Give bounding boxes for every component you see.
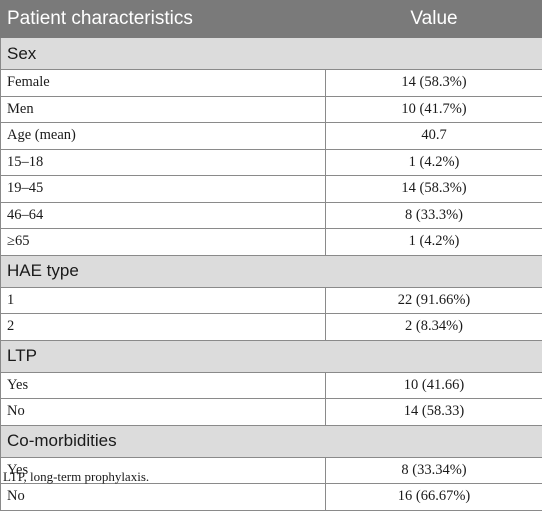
- table-row: 15–18 1 (4.2%): [0, 148, 542, 176]
- row-label: Age (mean): [0, 122, 326, 150]
- row-label: 19–45: [0, 175, 326, 203]
- section-row: HAE type: [0, 254, 542, 288]
- row-value: 1 (4.2%): [325, 228, 542, 256]
- section-row: Co-morbidities: [0, 424, 542, 458]
- row-value: 8 (33.3%): [325, 201, 542, 229]
- table-row: Yes 10 (41.66): [0, 371, 542, 399]
- table-row: 19–45 14 (58.3%): [0, 175, 542, 203]
- section-label: LTP: [0, 339, 542, 373]
- row-label: 46–64: [0, 201, 326, 229]
- table-header-row: Patient characteristics Value: [0, 0, 542, 38]
- row-label: 15–18: [0, 148, 326, 176]
- table-body: Sex Female 14 (58.3%) Men 10 (41.7%) Age (mea…: [0, 37, 542, 511]
- row-label: Men: [0, 95, 326, 123]
- header-patient-characteristics: Patient characteristics: [0, 0, 326, 38]
- table-row: No 14 (58.33): [0, 398, 542, 426]
- row-label: 1: [0, 286, 326, 314]
- row-value: 1 (4.2%): [325, 148, 542, 176]
- row-value: 10 (41.7%): [325, 95, 542, 123]
- table-row: Men 10 (41.7%): [0, 95, 542, 123]
- row-value: 40.7: [325, 122, 542, 150]
- row-value: 8 (33.34%): [325, 456, 542, 484]
- section-label: Sex: [0, 37, 542, 70]
- table-row: 1 22 (91.66%): [0, 286, 542, 314]
- section-row: LTP: [0, 339, 542, 373]
- table-row: No 16 (66.67%): [0, 483, 542, 511]
- table-row: Female 14 (58.3%): [0, 69, 542, 97]
- table-row: 46–64 8 (33.3%): [0, 201, 542, 229]
- table-footnote: LTP, long-term prophylaxis.: [3, 469, 150, 484]
- row-value: 14 (58.33): [325, 398, 542, 426]
- row-label: 2: [0, 313, 326, 341]
- row-value: 14 (58.3%): [325, 69, 542, 97]
- row-label: ≥65: [0, 228, 326, 256]
- row-label: No: [0, 483, 326, 511]
- row-label: No: [0, 398, 326, 426]
- section-row: Sex: [0, 37, 542, 70]
- row-value: 10 (41.66): [325, 371, 542, 399]
- section-label: HAE type: [0, 254, 542, 288]
- row-label: Female: [0, 69, 326, 97]
- row-label: Yes: [0, 371, 326, 399]
- table-row: Age (mean) 40.7: [0, 122, 542, 150]
- header-value: Value: [325, 0, 542, 38]
- row-value: 2 (8.34%): [325, 313, 542, 341]
- row-value: 14 (58.3%): [325, 175, 542, 203]
- section-label: Co-morbidities: [0, 424, 542, 458]
- table-row: ≥65 1 (4.2%): [0, 228, 542, 256]
- table-row: Yes 8 (33.34%): [0, 456, 542, 484]
- row-value: 16 (66.67%): [325, 483, 542, 511]
- row-value: 22 (91.66%): [325, 286, 542, 314]
